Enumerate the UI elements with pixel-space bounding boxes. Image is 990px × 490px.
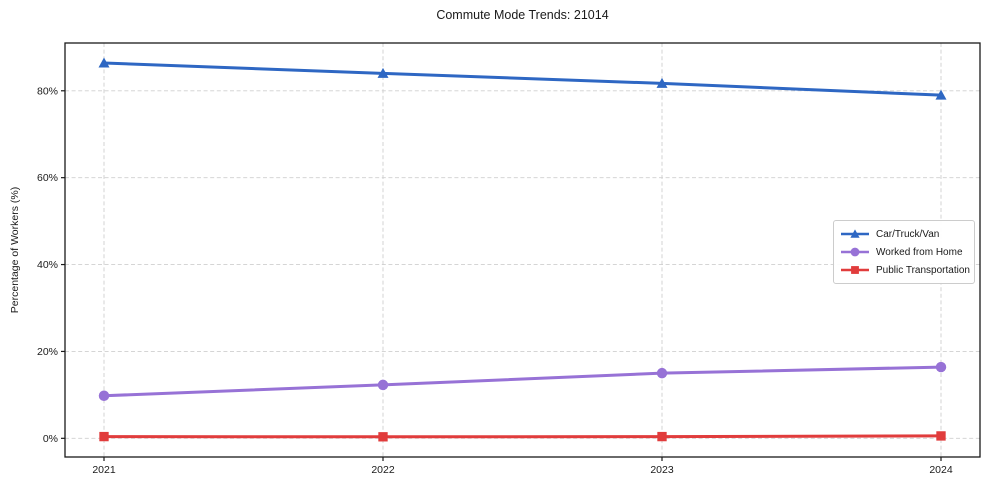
square-marker	[936, 431, 946, 441]
triangle-marker	[377, 67, 389, 78]
x-tick-label: 2021	[92, 464, 116, 476]
legend-swatch	[841, 266, 869, 274]
square-marker	[378, 432, 388, 442]
triangle-marker	[935, 89, 947, 100]
square-marker	[657, 431, 667, 442]
circle-marker	[377, 379, 389, 391]
legend-item-2: Public Transportation	[840, 261, 970, 279]
square-marker	[99, 431, 109, 442]
circle-marker	[98, 390, 110, 401]
legend-label: Public Transportation	[876, 264, 970, 276]
legend-item-0: Car/Truck/Van	[840, 225, 968, 243]
triangle-marker	[98, 57, 110, 68]
series-line-0	[102, 61, 943, 97]
chart-title: Commute Mode Trends: 21014	[436, 8, 609, 22]
x-tick-label: 2023	[650, 464, 674, 476]
y-tick-label: 0%	[43, 433, 58, 445]
circle-marker	[656, 367, 668, 379]
y-tick-label: 40%	[37, 259, 58, 271]
legend-label: Car/Truck/Van	[876, 228, 940, 240]
y-tick-label: 20%	[37, 346, 58, 358]
square-marker	[851, 266, 859, 274]
plot-frame	[64, 42, 981, 458]
series-line-1	[102, 365, 943, 398]
legend-item-1: Worked from Home	[840, 243, 968, 261]
x-tick-label: 2022	[371, 464, 395, 476]
x-tick-label: 2024	[929, 464, 953, 476]
y-tick-label: 60%	[37, 172, 58, 184]
y-tick-label: 80%	[37, 85, 58, 97]
series-line-2	[102, 434, 943, 439]
circle-marker	[850, 247, 860, 257]
legend: Car/Truck/Van Worked from Home Public Tran…	[833, 220, 975, 284]
circle-marker	[935, 361, 947, 373]
triangle-marker	[850, 229, 860, 238]
legend-label: Worked from Home	[876, 246, 963, 258]
legend-swatch	[841, 229, 869, 238]
triangle-marker	[656, 77, 668, 88]
legend-swatch	[841, 247, 869, 257]
